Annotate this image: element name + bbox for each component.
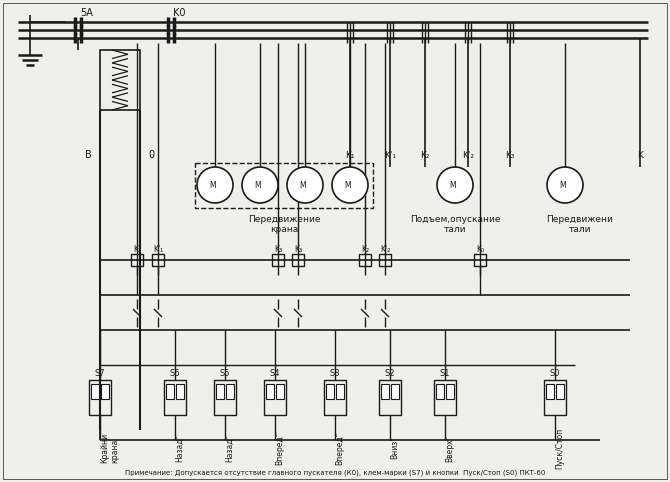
Text: Вперед": Вперед" xyxy=(275,431,284,465)
Circle shape xyxy=(287,167,323,203)
Bar xyxy=(195,163,373,208)
Circle shape xyxy=(547,167,583,203)
Bar xyxy=(264,380,286,415)
Text: 0: 0 xyxy=(148,150,154,160)
Bar xyxy=(544,380,566,415)
Bar xyxy=(89,380,111,415)
Text: S4: S4 xyxy=(270,370,280,378)
Text: K'₂: K'₂ xyxy=(462,150,474,160)
Bar xyxy=(152,254,164,266)
Text: Назад": Назад" xyxy=(225,434,234,462)
Bar xyxy=(381,384,389,399)
Text: K₁: K₁ xyxy=(133,244,141,254)
Text: K₀: K₀ xyxy=(476,244,484,254)
Text: M: M xyxy=(255,180,261,189)
Text: Примечание: Допускается отсутствие главного пускателя (К0), клем-марки (S7) и кн: Примечание: Допускается отсутствие главн… xyxy=(125,470,545,476)
Text: K₃: K₃ xyxy=(274,244,282,254)
Bar xyxy=(101,384,109,399)
Text: M: M xyxy=(210,180,216,189)
Text: K₂: K₂ xyxy=(420,150,429,160)
Text: M: M xyxy=(344,180,351,189)
Text: S3: S3 xyxy=(330,370,340,378)
Circle shape xyxy=(437,167,473,203)
Text: S7: S7 xyxy=(94,370,105,378)
Text: Передвижени
тали: Передвижени тали xyxy=(547,215,614,234)
Text: Вперед": Вперед" xyxy=(335,431,344,465)
Bar xyxy=(546,384,554,399)
Bar xyxy=(100,50,140,110)
Bar xyxy=(391,384,399,399)
Bar xyxy=(164,380,186,415)
Text: K'₂: K'₂ xyxy=(380,244,390,254)
Text: M: M xyxy=(299,180,306,189)
Text: S0: S0 xyxy=(550,370,560,378)
Bar xyxy=(166,384,174,399)
Bar xyxy=(276,384,284,399)
Text: B: B xyxy=(85,150,92,160)
Bar xyxy=(326,384,334,399)
Bar xyxy=(379,254,391,266)
Text: Назад": Назад" xyxy=(175,434,184,462)
Text: K0: K0 xyxy=(173,8,186,18)
Text: S6: S6 xyxy=(170,370,180,378)
Circle shape xyxy=(242,167,278,203)
Text: Пуск/Стоп: Пуск/Стоп xyxy=(555,428,564,469)
Bar xyxy=(336,384,344,399)
Bar xyxy=(379,380,401,415)
Text: Вниз": Вниз" xyxy=(390,437,399,459)
Bar xyxy=(266,384,274,399)
Bar xyxy=(474,254,486,266)
Bar xyxy=(292,254,304,266)
Text: K₁: K₁ xyxy=(345,150,354,160)
Circle shape xyxy=(197,167,233,203)
Text: K'₁: K'₁ xyxy=(153,244,163,254)
Text: Подъем,опускание
тали: Подъем,опускание тали xyxy=(410,215,500,234)
Bar xyxy=(556,384,564,399)
Bar xyxy=(436,384,444,399)
Text: K₂: K₂ xyxy=(361,244,369,254)
Circle shape xyxy=(332,167,368,203)
Bar xyxy=(446,384,454,399)
Bar xyxy=(214,380,236,415)
Text: M: M xyxy=(450,180,456,189)
Bar xyxy=(226,384,234,399)
Text: Передвижение
крана: Передвижение крана xyxy=(248,215,320,234)
Bar xyxy=(91,384,99,399)
Bar xyxy=(216,384,224,399)
Text: S2: S2 xyxy=(385,370,395,378)
Text: 5A: 5A xyxy=(80,8,93,18)
Text: M: M xyxy=(559,180,566,189)
Text: K₃: K₃ xyxy=(294,244,302,254)
Text: S5: S5 xyxy=(220,370,230,378)
Text: K: K xyxy=(637,150,643,160)
Bar xyxy=(359,254,371,266)
Text: K'₁: K'₁ xyxy=(384,150,396,160)
Bar xyxy=(176,384,184,399)
Bar xyxy=(324,380,346,415)
Bar xyxy=(434,380,456,415)
Bar xyxy=(272,254,284,266)
Text: Крайни
крана: Крайни крана xyxy=(100,433,119,463)
Text: S1: S1 xyxy=(440,370,450,378)
Bar xyxy=(131,254,143,266)
Text: Вверх": Вверх" xyxy=(445,434,454,462)
Text: K₃: K₃ xyxy=(505,150,515,160)
